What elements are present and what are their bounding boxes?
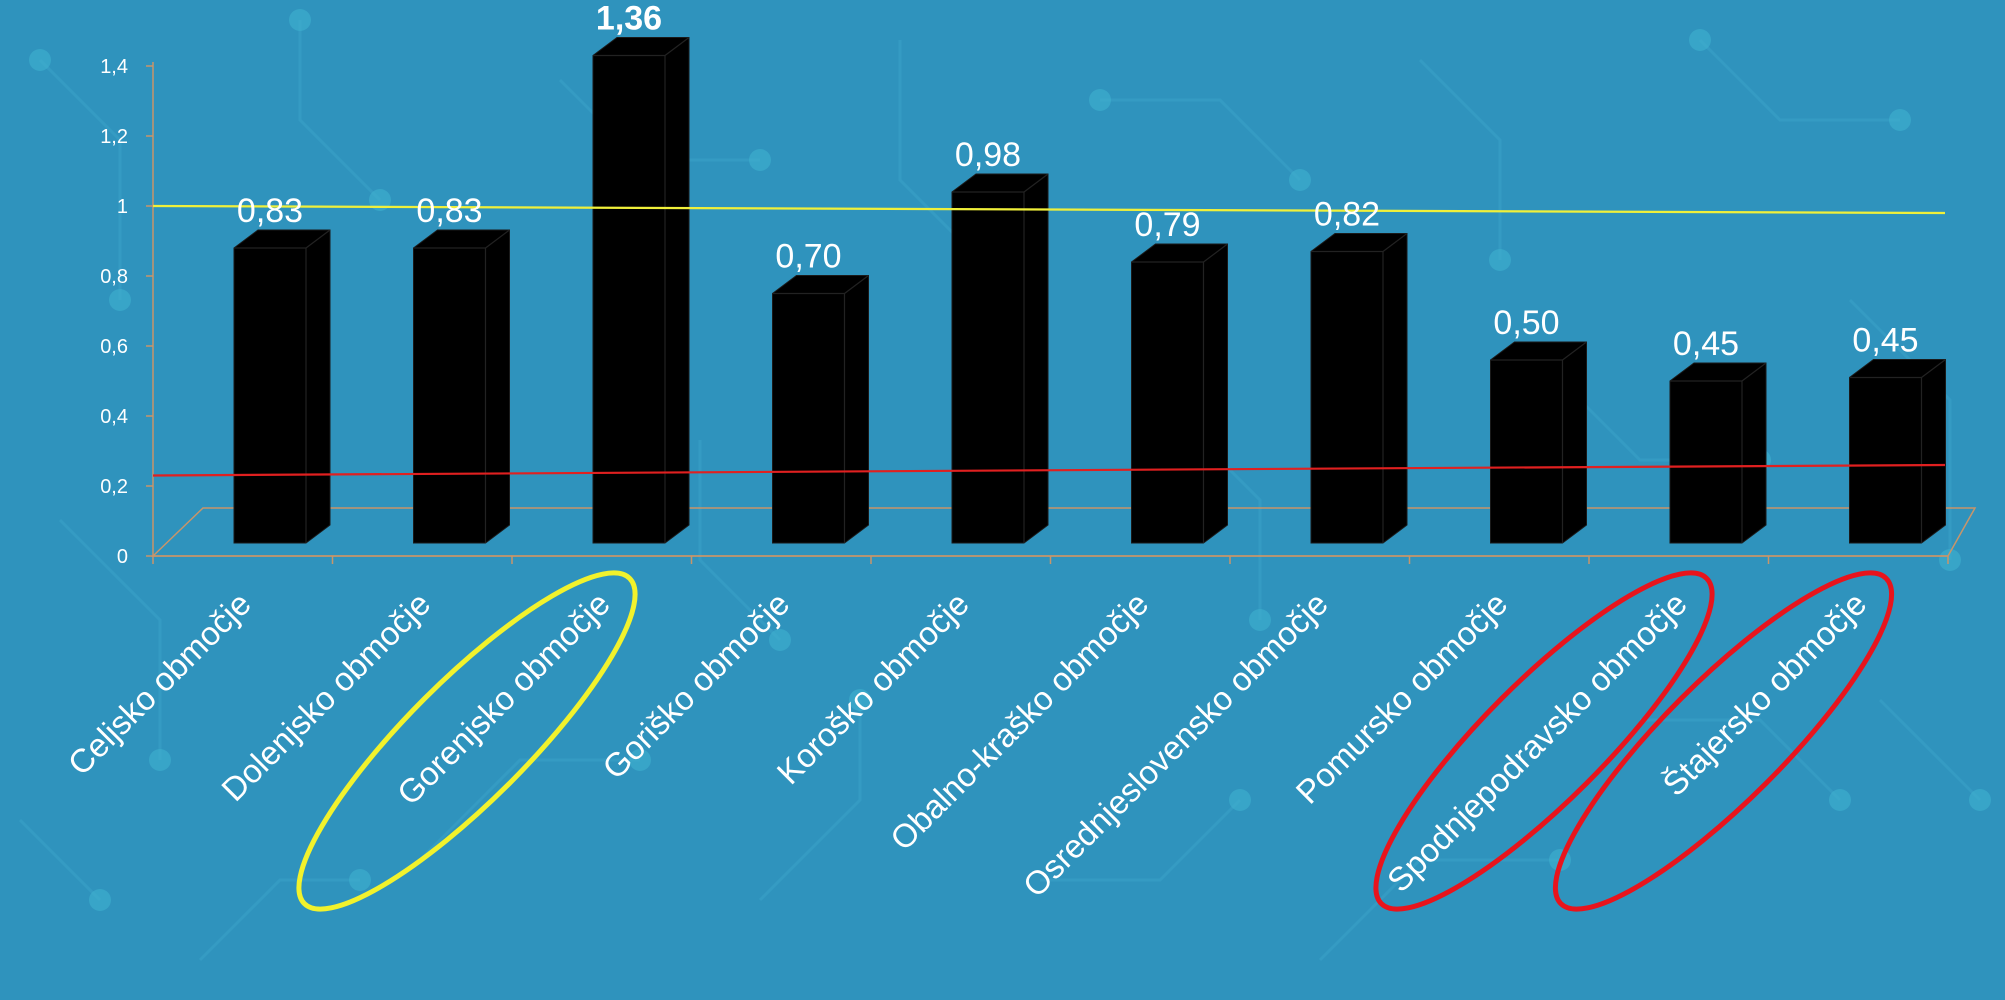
circuit-pad bbox=[369, 189, 391, 211]
data-label: 0,70 bbox=[775, 238, 841, 276]
circuit-pad bbox=[769, 629, 791, 651]
bar-body bbox=[1310, 233, 1408, 544]
circuit-trace bbox=[298, 20, 382, 202]
data-label: 0,50 bbox=[1493, 304, 1559, 342]
bar-8 bbox=[1490, 341, 1587, 544]
bar-body bbox=[1131, 243, 1228, 544]
y-tick-label: 1,4 bbox=[100, 56, 128, 78]
bar-body bbox=[592, 37, 690, 544]
circuit-trace bbox=[58, 518, 162, 760]
category-label: Celjsko območje bbox=[61, 585, 258, 782]
circuit-pad bbox=[1939, 549, 1961, 571]
bar-body bbox=[1669, 362, 1767, 544]
y-tick-label: 0,6 bbox=[100, 336, 128, 358]
bar-1 bbox=[233, 229, 331, 544]
category-label: Goriško območje bbox=[595, 585, 796, 786]
data-label: 0,98 bbox=[955, 136, 1021, 174]
bar-9 bbox=[1669, 362, 1767, 544]
y-tick-label: 0,4 bbox=[100, 406, 128, 428]
circuit-pad bbox=[1829, 789, 1851, 811]
bar-body bbox=[413, 229, 510, 544]
bar-body bbox=[233, 229, 331, 544]
bar-10 bbox=[1849, 359, 1946, 544]
circuit-pad bbox=[149, 749, 171, 771]
reference-line-2 bbox=[152, 463, 1946, 477]
reference-line-1 bbox=[152, 204, 1946, 215]
circuit-trace bbox=[38, 58, 122, 300]
bar-7 bbox=[1310, 233, 1408, 544]
circuit-pad bbox=[1289, 169, 1311, 191]
circuit-pad bbox=[89, 889, 111, 911]
circuit-trace bbox=[1878, 698, 1982, 802]
circuit-trace bbox=[1848, 298, 1952, 560]
circuit-pad bbox=[1089, 89, 1111, 111]
data-label: 1,36 bbox=[596, 0, 662, 38]
circuit-trace bbox=[1040, 798, 1242, 882]
y-tick-label: 0,8 bbox=[100, 266, 128, 288]
circuit-pad bbox=[289, 9, 311, 31]
circuit-trace bbox=[758, 700, 862, 902]
category-label: Spodnjepodravsko območje bbox=[1380, 585, 1694, 899]
circuit-pad bbox=[629, 749, 651, 771]
bar-5 bbox=[951, 173, 1049, 544]
circuit-trace bbox=[418, 758, 640, 862]
circuit-pad bbox=[1689, 29, 1711, 51]
highlight-ellipse bbox=[1552, 570, 1895, 912]
circuit-trace bbox=[1698, 38, 1900, 122]
y-tick-label: 0,2 bbox=[100, 476, 128, 498]
bar-body bbox=[951, 173, 1049, 544]
bar-body bbox=[1849, 359, 1946, 544]
circuit-trace bbox=[18, 818, 102, 902]
y-tick-label: 1,2 bbox=[100, 126, 128, 148]
bar-body bbox=[1490, 341, 1587, 544]
data-label: 0,45 bbox=[1852, 322, 1918, 360]
circuit-pad bbox=[29, 49, 51, 71]
circuit-trace bbox=[698, 440, 782, 642]
category-label: Osrednjeslovensko območje bbox=[1016, 585, 1335, 904]
data-label: 0,82 bbox=[1314, 196, 1380, 234]
bar-2 bbox=[413, 229, 510, 544]
data-label: 0,45 bbox=[1673, 325, 1739, 363]
data-label: 0,83 bbox=[237, 192, 303, 230]
circuit-pad bbox=[349, 869, 371, 891]
highlight-ellipse bbox=[296, 570, 638, 912]
category-label: Koroško območje bbox=[769, 585, 975, 791]
circuit-pad bbox=[109, 289, 131, 311]
circuit-pad bbox=[849, 689, 871, 711]
circuit-trace bbox=[1640, 718, 1842, 802]
circuit-pad bbox=[1969, 789, 1991, 811]
bar-6 bbox=[1131, 243, 1228, 544]
circuit-pad bbox=[1489, 249, 1511, 271]
circuit-pad bbox=[1249, 609, 1271, 631]
circuit-trace bbox=[1318, 858, 1560, 962]
circuit-pad bbox=[749, 149, 771, 171]
circuit-trace bbox=[1100, 98, 1302, 182]
data-label: 0,83 bbox=[416, 192, 482, 230]
circuit-pad bbox=[1889, 109, 1911, 131]
bar-4 bbox=[772, 275, 869, 544]
circuit-trace bbox=[1418, 58, 1502, 260]
bar-body bbox=[772, 275, 869, 544]
y-tick-label: 1 bbox=[117, 196, 128, 218]
y-tick-label: 0 bbox=[117, 546, 128, 568]
highlight-ellipse bbox=[1373, 570, 1715, 912]
circuit-trace bbox=[198, 878, 360, 962]
bar-3 bbox=[592, 37, 690, 544]
circuit-pad bbox=[1229, 789, 1251, 811]
data-label: 0,79 bbox=[1134, 206, 1200, 244]
